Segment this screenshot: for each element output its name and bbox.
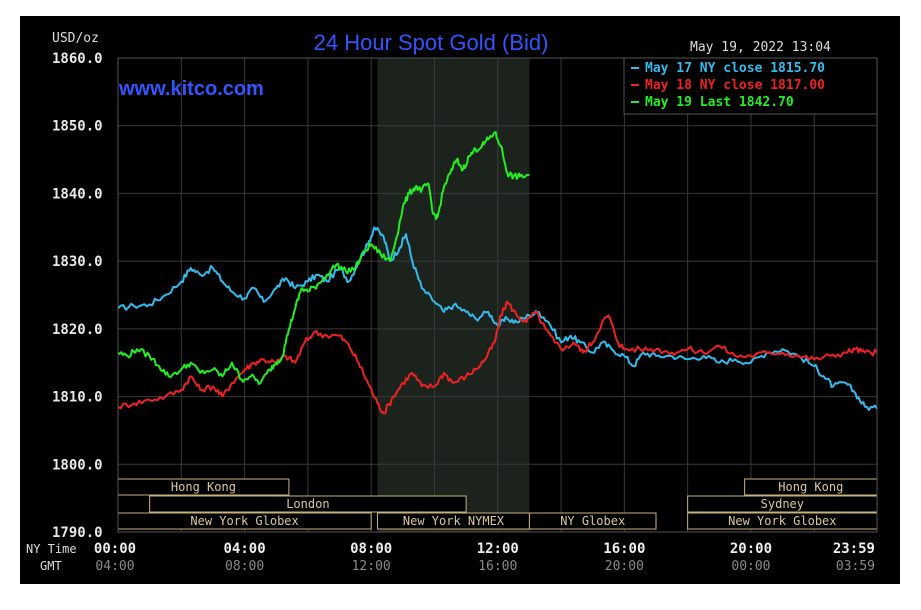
y-tick-label: 1790.0 (52, 525, 103, 541)
price-series (117, 131, 878, 415)
x-tick-label-gmt: 08:00 (225, 559, 264, 574)
series-line (117, 300, 878, 415)
y-tick-label: 1830.0 (52, 254, 103, 270)
x-tick-label-gmt: 03:59 (836, 559, 875, 574)
timestamp: May 19, 2022 13:04 (690, 40, 831, 55)
legend-entry: May 17 NY close 1815.70 (645, 61, 825, 76)
y-tick-label: 1840.0 (52, 186, 103, 202)
x-tick-label-ny: 23:59 (833, 541, 875, 557)
y-tick-label: 1860.0 (52, 51, 103, 67)
series-line (117, 131, 530, 385)
chart-title: 24 Hour Spot Gold (Bid) (314, 30, 549, 55)
y-tick-label: 1820.0 (52, 322, 103, 338)
x-tick-label-gmt: 00:00 (731, 559, 770, 574)
x-row-label-gmt: GMT (40, 559, 62, 573)
x-tick-label-ny: 08:00 (350, 541, 392, 557)
legend: May 17 NY close 1815.70 May 18 NY close 1… (623, 57, 878, 115)
session-label: Sydney (761, 497, 804, 511)
trading-sessions: Hong Kong Hong Kong London Sydney New York G… (117, 478, 878, 530)
y-tick-label: 1850.0 (52, 119, 103, 135)
x-row-label-ny: NY Time (26, 542, 77, 556)
x-tick-label-gmt: 20:00 (605, 559, 644, 574)
session-label: Hong Kong (171, 480, 236, 494)
y-tick-label: 1810.0 (52, 390, 103, 406)
session-label: Hong Kong (778, 480, 843, 494)
x-tick-label-ny: 20:00 (730, 541, 772, 557)
session-box (528, 512, 657, 530)
x-tick-label-ny: 00:00 (94, 541, 136, 557)
session-box (149, 495, 467, 513)
x-tick-label-gmt: 04:00 (95, 559, 134, 574)
session-label: New York Globex (190, 514, 298, 528)
legend-box (623, 57, 878, 115)
y-tick-label: 1800.0 (52, 457, 103, 473)
x-tick-label-ny: 04:00 (224, 541, 266, 557)
x-tick-label-gmt: 16:00 (478, 559, 517, 574)
plot-border (117, 57, 878, 533)
legend-entry: May 18 NY close 1817.00 (645, 78, 825, 93)
session-label: London (286, 497, 329, 511)
x-tick-label-ny: 16:00 (603, 541, 645, 557)
x-tick-label-gmt: 12:00 (352, 559, 391, 574)
watermark: www.kitco.com (118, 78, 264, 100)
x-axis: NY Time GMT 00:00 04:00 04:00 08:00 08:00 12:00… (26, 541, 875, 574)
y-axis: 1790.0 1800.0 1810.0 1820.0 1830.0 1840.0 1850… (52, 51, 103, 541)
session-label: New York NYMEX (403, 514, 505, 528)
x-tick-label-ny: 12:00 (477, 541, 519, 557)
session-label: New York Globex (728, 514, 836, 528)
legend-entry: May 19 Last 1842.70 (645, 95, 794, 110)
unit-label: USD/oz (52, 31, 99, 46)
session-label: NY Globex (560, 514, 625, 528)
series-line (117, 226, 878, 411)
nymex-session-shade (377, 58, 530, 532)
